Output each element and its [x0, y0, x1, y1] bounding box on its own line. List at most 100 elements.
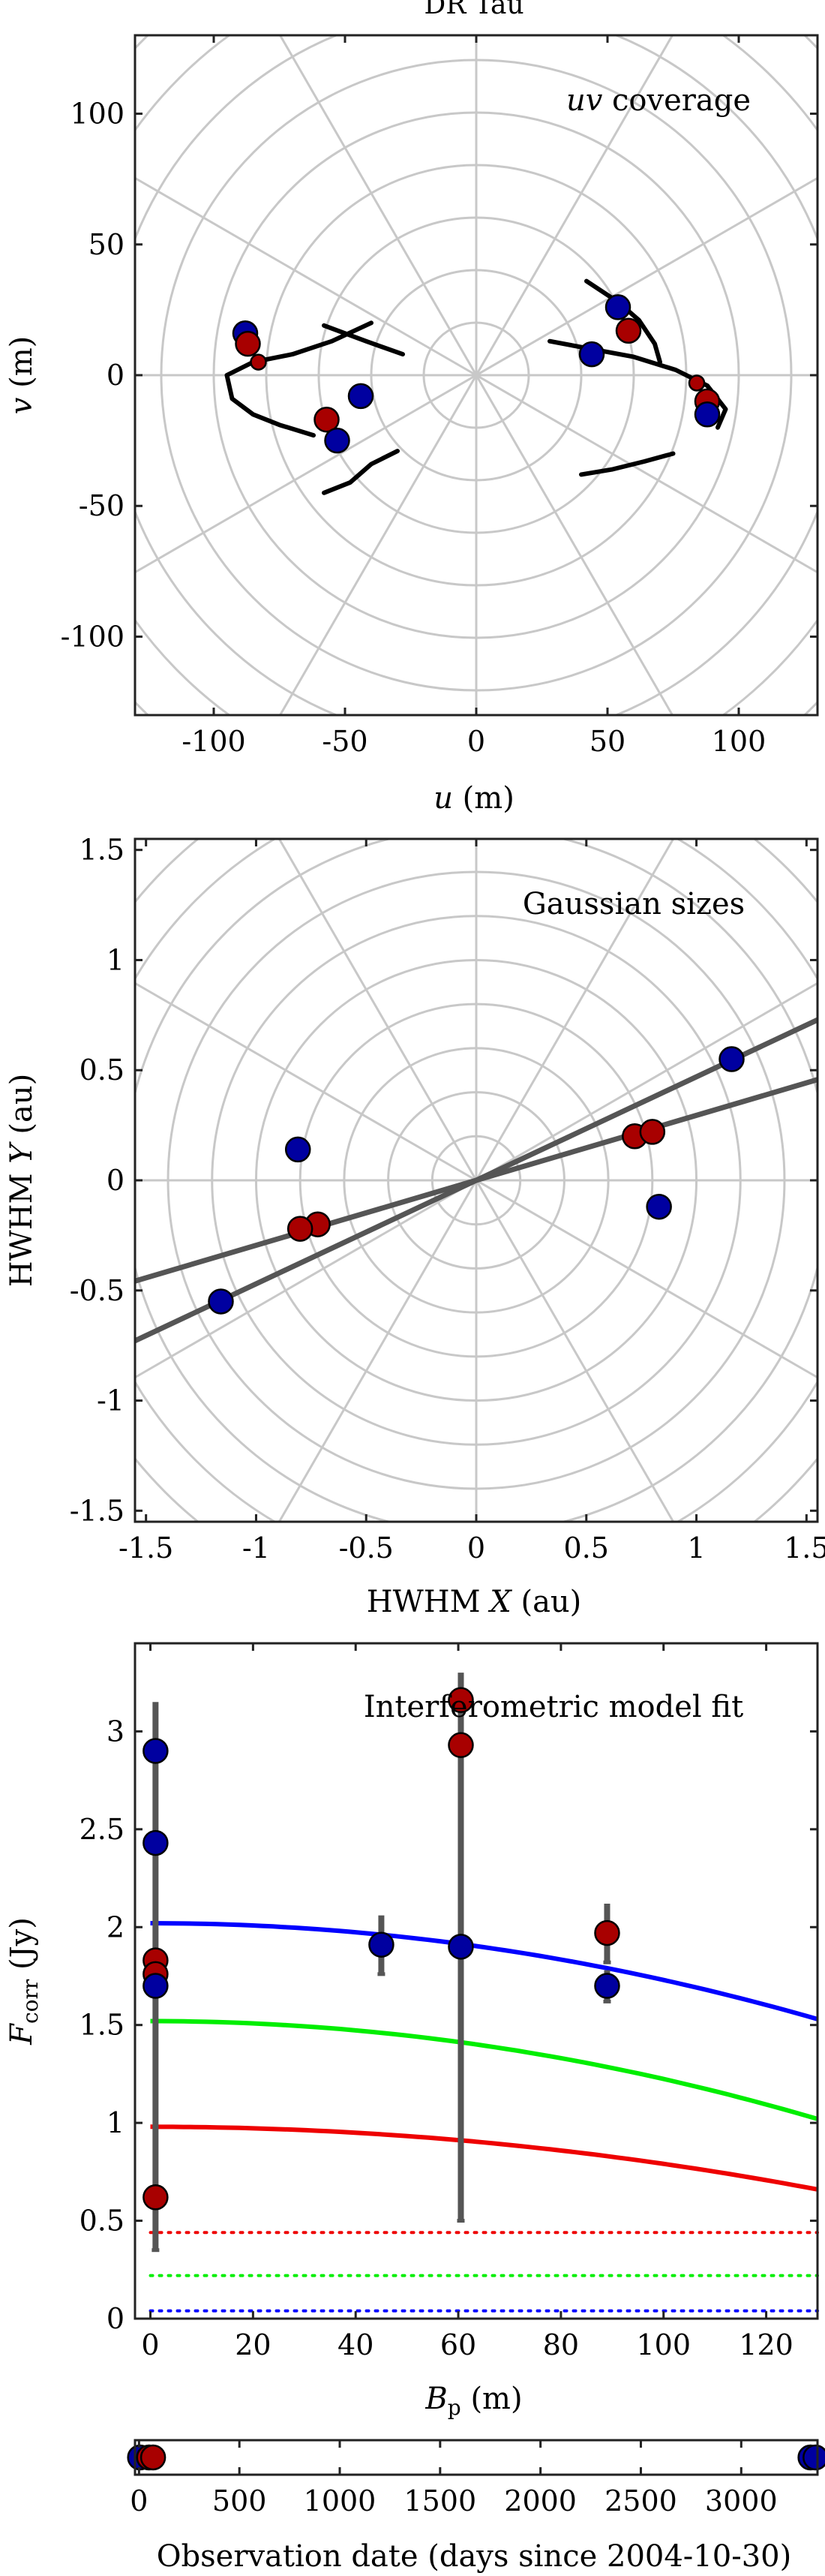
x-tick-label: 100	[636, 2328, 691, 2361]
model-fit-panel: 0 20 40 60 80 100 120 0 0.5 1 1.5 2 2.5 3 Interferome…	[4, 1642, 819, 2420]
x-tick-label: 3000	[705, 2484, 778, 2517]
sizes-x-axis-label: HWHM X (au)	[367, 1585, 582, 1619]
x-tick-label: -0.5	[339, 1531, 394, 1565]
uv-track-line	[224, 320, 374, 438]
x-tick-label: 1.5	[784, 1531, 825, 1565]
size-point-blue	[646, 1193, 672, 1220]
sizes-position-angle-lines	[135, 1017, 818, 1344]
uv-track-line	[322, 323, 405, 357]
x-tick-label: 2500	[604, 2484, 677, 2517]
dates-axes-frame	[134, 2439, 819, 2476]
x-tick-label: 40	[338, 2328, 374, 2361]
size-point-blue	[208, 1288, 234, 1315]
size-point-red	[286, 1216, 314, 1242]
x-tick-label: 1000	[304, 2484, 376, 2517]
uv-point-red	[688, 374, 706, 392]
uv-point-blue	[604, 294, 632, 320]
fit-x-axis-label: Bp (m)	[424, 2382, 522, 2420]
uv-point-red	[250, 353, 267, 371]
x-tick-label: 0	[467, 725, 485, 758]
uv-point-blue	[694, 401, 721, 428]
sizes-points	[208, 1046, 745, 1315]
uv-ticks: -100 -50 0 50 100 -100 -50 0 50 100	[61, 35, 818, 758]
fit-point-blue	[142, 1973, 169, 1999]
x-tick-label: 0	[130, 2484, 148, 2517]
dates-x-axis-label: Observation date (days since 2004-10-30)	[157, 2539, 792, 2574]
x-tick-label: -100	[182, 725, 245, 758]
sizes-y-axis-label: HWHM Y (au)	[4, 1074, 39, 1288]
fit-model-curve-blue	[150, 1921, 818, 2021]
fit-model-curve-red	[150, 2124, 818, 2192]
fit-axes-frame	[134, 1642, 819, 2320]
dates-panel: 0 500 1000 1500 2000 2500 3000 Observation dat…	[127, 2439, 825, 2574]
x-tick-label: 500	[212, 2484, 267, 2517]
fit-errorbars	[152, 1673, 611, 2253]
y-tick-label: -0.5	[70, 1274, 124, 1307]
x-tick-label: 0	[141, 2328, 159, 2361]
x-tick-label: 2000	[504, 2484, 577, 2517]
fit-point-red	[448, 1732, 474, 1758]
y-tick-label: -100	[61, 620, 124, 653]
y-tick-label: 0	[106, 2302, 124, 2335]
fit-point-blue	[368, 1931, 394, 1958]
uv-annotation: uv coverage	[566, 83, 751, 118]
x-tick-label: 60	[440, 2328, 476, 2361]
fit-point-red	[448, 1687, 474, 1713]
x-tick-label: 120	[739, 2328, 794, 2361]
y-tick-label: 2	[106, 1910, 124, 1943]
figure-title: DR Tau	[424, 0, 524, 20]
uv-point-red	[314, 406, 340, 433]
y-tick-label: 1	[106, 943, 124, 976]
uv-point-blue	[324, 427, 350, 454]
x-tick-label: -50	[322, 725, 368, 758]
y-tick-label: -50	[79, 489, 124, 522]
fit-point-red	[142, 2184, 169, 2211]
uv-point-red	[235, 330, 261, 357]
fit-point-blue	[142, 1738, 169, 1764]
date-point-red	[140, 2444, 166, 2471]
uv-point-blue	[578, 341, 605, 368]
position-angle-line	[135, 1077, 818, 1284]
x-tick-label: 0	[467, 1531, 485, 1565]
dates-ticks: 0 500 1000 1500 2000 2500 3000	[130, 2440, 778, 2517]
fit-y-axis-label: Fcorr (Jy)	[4, 1917, 43, 2045]
y-tick-label: 0	[106, 1164, 124, 1197]
sizes-ticks: -1.5 -1 -0.5 0 0.5 1 1.5 -1.5 -1 -0.5 0 0.5 1 1.5	[70, 834, 825, 1565]
y-tick-label: 1.5	[80, 2009, 124, 2042]
x-tick-label: 0.5	[564, 1531, 609, 1565]
x-tick-label: 20	[235, 2328, 271, 2361]
y-tick-label: 3	[106, 1715, 124, 1748]
y-tick-label: -1	[97, 1384, 124, 1417]
fit-point-blue	[594, 1973, 620, 1999]
uv-point-red	[615, 317, 642, 344]
uv-y-axis-label: v (m)	[4, 336, 39, 414]
x-tick-label: 50	[590, 725, 626, 758]
y-tick-label: -1.5	[70, 1494, 124, 1527]
x-tick-label: 1	[687, 1531, 705, 1565]
uv-point-blue	[347, 383, 374, 410]
x-tick-label: -1	[242, 1531, 270, 1565]
y-tick-label: 0.5	[80, 2205, 124, 2238]
x-tick-label: 100	[712, 725, 766, 758]
size-point-red	[639, 1119, 666, 1145]
uv-track-line	[322, 449, 400, 495]
size-point-blue	[718, 1046, 745, 1072]
uv-coverage-panel: -100 -50 0 50 100 -100 -50 0 50 100 uv coverage u…	[4, 34, 819, 816]
sizes-annotation: Gaussian sizes	[523, 887, 745, 921]
fit-model-curves	[148, 1921, 819, 2313]
uv-track-line	[579, 451, 676, 477]
uv-points	[232, 294, 721, 454]
sizes-line-group	[135, 1017, 818, 1344]
y-tick-label: 2.5	[80, 1813, 124, 1846]
fit-annotation: Interferometric model fit	[364, 1690, 743, 1724]
fit-points	[142, 1687, 620, 2211]
y-tick-label: 50	[88, 228, 124, 261]
fit-ticks: 0 20 40 60 80 100 120 0 0.5 1 1.5 2 2.5 3	[80, 1643, 818, 2361]
size-point-blue	[284, 1136, 311, 1163]
grid-spoke	[135, 176, 818, 574]
y-tick-label: 0	[106, 359, 124, 392]
dates-points	[127, 2444, 825, 2471]
x-tick-label: -1.5	[118, 1531, 173, 1565]
